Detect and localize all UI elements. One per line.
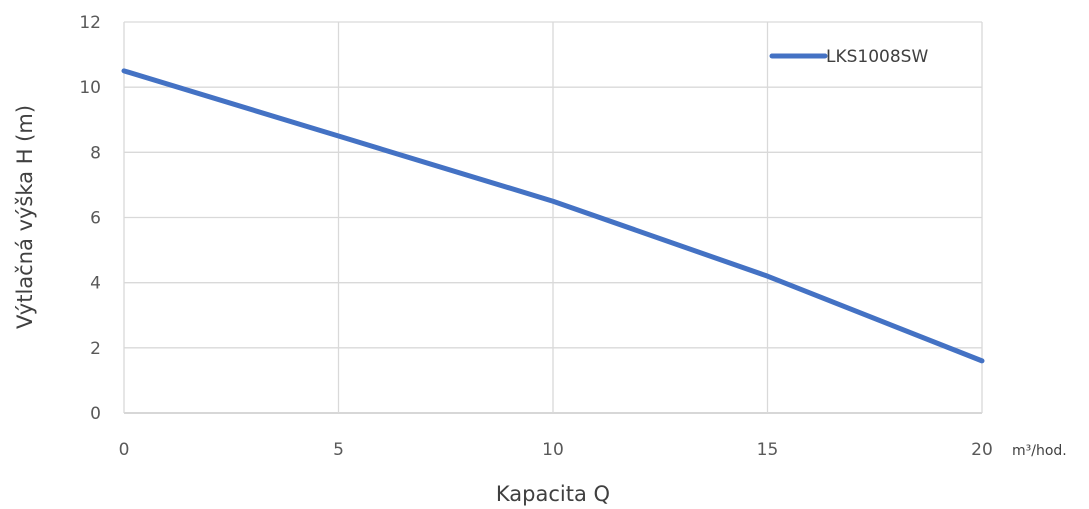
legend-label: LKS1008SW [826, 47, 928, 67]
x-tick-label: 0 [119, 440, 130, 460]
legend: LKS1008SW [769, 47, 928, 67]
y-tick-label: 4 [90, 274, 101, 294]
x-axis-unit: m³/hod. [1012, 443, 1067, 459]
y-tick-label: 2 [90, 339, 101, 359]
grid [123, 21, 983, 414]
x-tick-labels: 0 5 10 15 20 [119, 440, 993, 460]
x-axis-label: Kapacita Q [496, 482, 610, 506]
y-tick-label: 8 [90, 143, 101, 163]
series-group [121, 68, 985, 364]
y-axis-label: Výtlačná výška H (m) [13, 105, 37, 329]
y-tick-label: 0 [90, 404, 101, 424]
y-tick-label: 10 [79, 78, 101, 98]
y-tick-label: 6 [90, 209, 101, 229]
x-tick-label: 10 [542, 440, 564, 460]
x-tick-label: 20 [971, 440, 993, 460]
x-tick-label: 15 [757, 440, 779, 460]
x-tick-label: 5 [333, 440, 344, 460]
y-tick-label: 12 [79, 13, 101, 33]
y-tick-labels: 0 2 4 6 8 10 12 [79, 13, 101, 424]
